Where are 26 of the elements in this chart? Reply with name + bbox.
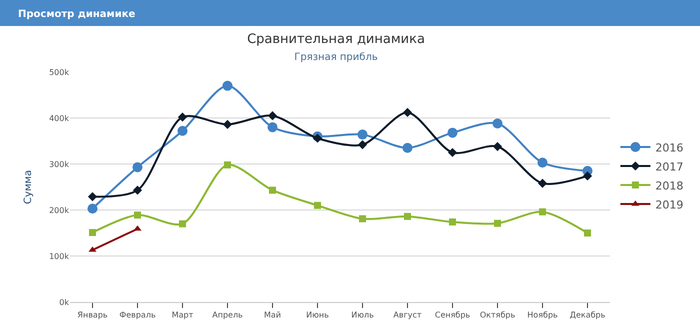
x-tick-label: Октябрь [480,310,516,320]
y-tick-label: 400k [49,114,70,123]
legend-label: 2018 [655,179,684,192]
chart-title: Сравнительная динамика [247,32,425,48]
x-tick-label: Июнь [306,310,330,320]
x-tick-label: Апрель [212,310,244,320]
x-tick-label: Февраль [119,310,156,320]
y-tick-label: 0k [59,298,70,307]
legend-label: 2019 [655,198,684,212]
x-tick-label: Август [393,310,422,320]
x-tick-label: Июль [351,310,374,320]
x-tick-label: Декабрь [570,310,606,320]
legend-label: 2017 [655,160,684,174]
y-tick-label: 100k [49,252,70,261]
y-tick-label: 300k [49,160,70,169]
y-tick-label: 500k [49,68,70,77]
text: Просмотр динамике [18,9,136,20]
y-tick-label: 200k [49,206,70,215]
x-tick-label: Ноябрь [527,310,558,320]
x-tick-label: Май [264,310,282,320]
x-tick-label: Сенябрь [434,310,470,320]
y-axis-title: Сумма [23,170,34,204]
x-tick-label: Март [172,310,194,320]
legend-label: 2016 [655,141,684,154]
x-tick-label: Январь [77,310,108,320]
chart-subtitle: Грязная прибль [294,52,378,64]
